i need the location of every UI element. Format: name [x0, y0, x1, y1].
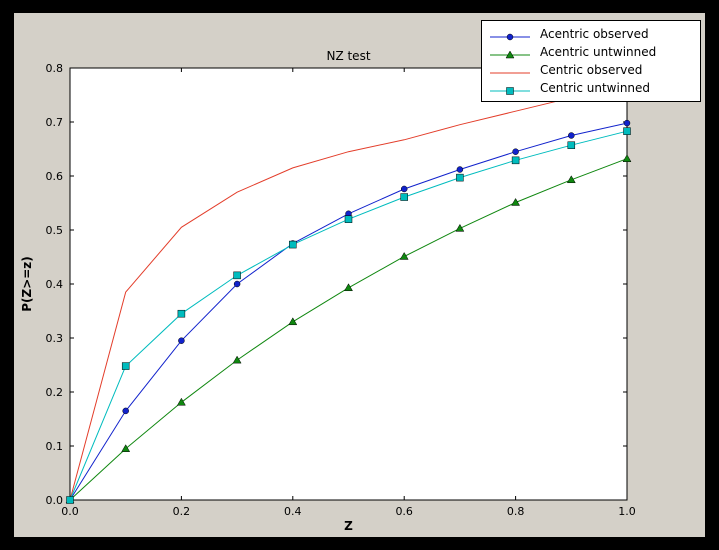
triangle-marker: [121, 444, 131, 452]
y-tick-label: 0.1: [46, 440, 64, 453]
square-marker: [121, 362, 130, 370]
x-tick-label: 0.6: [395, 505, 413, 518]
y-tick-label: 0.2: [46, 386, 64, 399]
square-marker: [506, 87, 514, 95]
circle-marker: [400, 185, 408, 193]
circle-marker: [623, 119, 631, 127]
y-tick-label: 0.0: [46, 494, 64, 507]
triangle-marker: [344, 283, 353, 292]
square-marker: [567, 141, 576, 149]
x-axis-label: Z: [344, 519, 353, 533]
triangle-marker: [511, 197, 521, 206]
legend-label-acentric-observed: Acentric observed: [540, 27, 649, 41]
square-marker: [400, 193, 408, 201]
y-tick-label: 0.4: [46, 278, 64, 291]
legend-item-acentric-observed: Acentric observed: [488, 25, 694, 43]
triangle-marker: [622, 154, 632, 162]
legend-label-acentric-untwinned: Acentric untwinned: [540, 45, 657, 59]
legend-item-centric-untwinned: Centric untwinned: [488, 79, 694, 97]
legend-label-centric-untwinned: Centric untwinned: [540, 81, 651, 95]
y-tick-label: 0.6: [46, 170, 64, 183]
legend-sample-canvas: [490, 50, 530, 59]
triangle-marker: [566, 175, 576, 184]
circle-marker: [122, 407, 129, 415]
circle-marker: [568, 132, 575, 139]
triangle-marker: [288, 317, 298, 326]
y-tick-label: 0.5: [46, 224, 64, 237]
legend-sample-canvas: [490, 33, 530, 41]
circle-marker: [233, 280, 241, 288]
triangle-marker: [232, 355, 242, 364]
circle-marker: [512, 148, 519, 155]
x-tick-label: 0.8: [507, 505, 525, 518]
square-marker: [623, 127, 631, 135]
square-marker: [177, 309, 186, 318]
square-marker: [66, 496, 74, 504]
legend-line-sample-centric-observed: [488, 64, 532, 76]
legend-line-sample-centric-untwinned: [488, 82, 532, 95]
circle-marker: [456, 166, 464, 173]
triangle-marker: [176, 397, 186, 406]
x-tick-label: 0.4: [284, 505, 302, 518]
square-marker: [344, 215, 353, 223]
square-marker: [456, 173, 464, 182]
square-marker: [289, 240, 297, 249]
series-line-2: [69, 86, 628, 501]
chart-title: NZ test: [326, 49, 370, 63]
legend-sample-canvas: [490, 72, 530, 74]
triangle-marker: [399, 251, 409, 260]
plot-container: 0.0 0.2 0.4 0.6 0.8 1.0 0.0 0.1 0.2 0.3 0.4 0.5 0.6 0…: [14, 13, 705, 537]
legend-sample-canvas: [490, 87, 530, 95]
x-tick-label: 0.0: [61, 505, 79, 518]
figure-canvas: 0.0 0.2 0.4 0.6 0.8 1.0 0.0 0.1 0.2 0.3 0.4 0.5 0.6 0…: [14, 13, 705, 537]
square-marker: [233, 271, 241, 280]
triangle-marker: [455, 223, 465, 232]
circle-marker: [178, 337, 185, 344]
circle-marker: [506, 33, 514, 41]
x-tick-label: 1.0: [618, 505, 636, 518]
legend-item-acentric-untwinned: Acentric untwinned: [488, 43, 694, 61]
legend: Acentric observed Acentric untwinned Cen…: [481, 20, 701, 102]
y-axis-label: P(Z>=z): [20, 256, 34, 312]
triangle-marker: [505, 50, 515, 59]
chart-canvas: 0.0 0.2 0.4 0.6 0.8 1.0 0.0 0.1 0.2 0.3 0.4 0.5 0.6 0…: [20, 49, 636, 533]
y-tick-label: 0.3: [46, 332, 64, 345]
legend-item-centric-observed: Centric observed: [488, 61, 694, 79]
y-tick-label: 0.8: [46, 62, 64, 75]
x-tick-label: 0.2: [173, 505, 191, 518]
y-tick-label: 0.7: [46, 116, 64, 129]
legend-line-sample-acentric-untwinned: [488, 46, 532, 59]
square-marker: [511, 156, 520, 165]
legend-line-sample-acentric-observed: [488, 28, 532, 41]
legend-label-centric-observed: Centric observed: [540, 63, 643, 77]
